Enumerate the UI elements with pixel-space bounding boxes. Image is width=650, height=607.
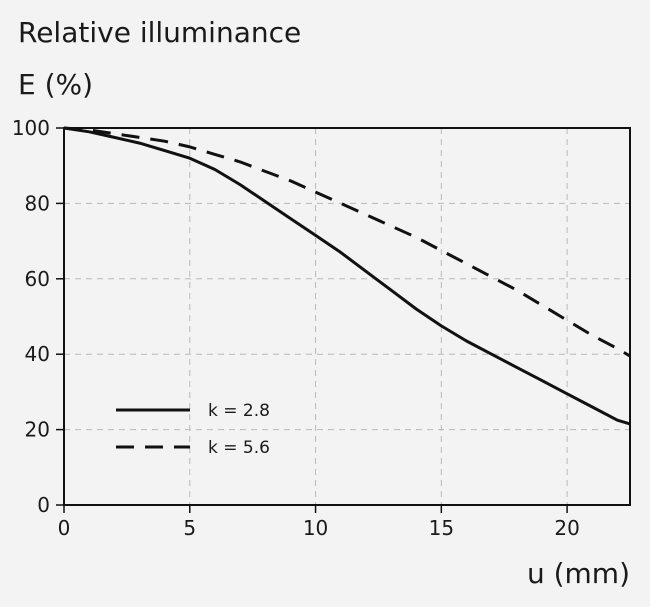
y-tick-label: 0 [37, 493, 50, 517]
x-axis-label: u (mm) [527, 557, 630, 590]
x-tick-label: 5 [183, 516, 196, 540]
series-lines [63, 126, 631, 426]
y-tick-label: 40 [25, 342, 50, 366]
x-tick-label: 15 [429, 516, 454, 540]
x-tick-label: 20 [554, 516, 579, 540]
x-tick-label: 0 [58, 516, 71, 540]
y-tick-label: 80 [25, 191, 50, 215]
x-tick-label: 10 [303, 516, 328, 540]
y-axis-label: E (%) [18, 68, 93, 101]
y-tick-label: 60 [25, 267, 50, 291]
series-line-2 [63, 126, 631, 358]
series-line-1 [63, 126, 631, 426]
tick-marks [56, 127, 568, 513]
plot-frame [63, 127, 631, 506]
legend-label-2: k = 5.6 [208, 438, 270, 458]
grid-lines [64, 128, 630, 505]
chart-title: Relative illuminance [18, 16, 301, 49]
y-tick-label: 20 [25, 418, 50, 442]
tick-labels: 0 5 10 15 20 0 20 40 60 80 100 [12, 116, 580, 540]
legend: k = 2.8 k = 5.6 [116, 401, 270, 458]
axes [63, 127, 631, 506]
y-tick-label: 100 [12, 116, 50, 140]
legend-label-1: k = 2.8 [208, 401, 270, 421]
